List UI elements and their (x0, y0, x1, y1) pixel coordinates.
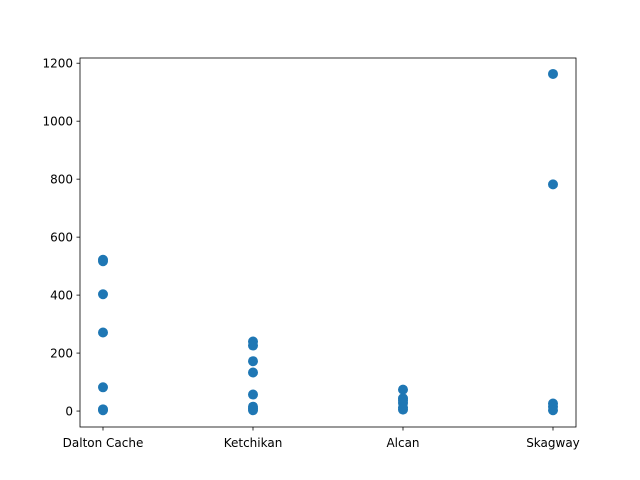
y-tick-label: 200 (50, 347, 73, 361)
data-point (98, 327, 108, 338)
y-axis: 0 200 400 600 800 1000 1200 (42, 57, 80, 419)
data-point (248, 340, 258, 351)
data-point (248, 389, 258, 400)
data-markers (98, 68, 558, 416)
axes-frame (79, 57, 577, 428)
data-point (398, 384, 408, 395)
data-point (98, 405, 108, 416)
data-point (248, 367, 258, 378)
data-point (98, 289, 108, 300)
data-point (98, 256, 108, 267)
data-point (248, 405, 258, 416)
data-point (548, 68, 558, 79)
x-axis: Dalton Cache Ketchikan Alcan Skagway (63, 427, 580, 450)
x-tick-label: Alcan (386, 436, 419, 450)
y-tick-label: 0 (65, 405, 73, 419)
data-point (248, 356, 258, 367)
x-tick-label: Skagway (526, 436, 580, 450)
y-tick-label: 400 (50, 289, 73, 303)
data-point (548, 179, 558, 190)
y-tick-label: 1000 (42, 115, 73, 129)
y-tick-label: 1200 (42, 57, 73, 71)
x-tick-label: Ketchikan (224, 436, 283, 450)
y-tick-label: 600 (50, 231, 73, 245)
x-tick-label: Dalton Cache (63, 436, 144, 450)
data-point (548, 405, 558, 416)
y-tick-label: 800 (50, 173, 73, 187)
data-point (98, 382, 108, 393)
data-point (398, 404, 408, 415)
